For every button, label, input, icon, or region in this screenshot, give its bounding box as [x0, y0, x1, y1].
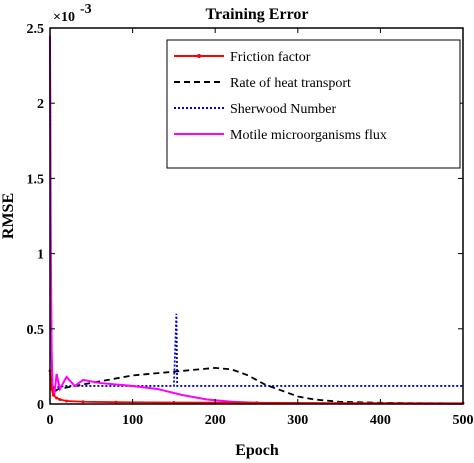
x-tick-label: 300: [287, 413, 308, 428]
y-tick-label: 0.5: [27, 323, 45, 338]
legend-entries: Friction factor Rate of heat transport She…: [174, 50, 387, 143]
legend-label-1: Friction factor: [230, 50, 311, 65]
series-marker-1: [55, 396, 59, 400]
series-layer: [48, 35, 465, 405]
series-marker-1: [81, 400, 85, 404]
y-tick-label: 1: [37, 248, 44, 263]
series-marker-1: [58, 397, 62, 401]
x-tick-label: 500: [453, 413, 474, 428]
legend-box: [166, 39, 461, 169]
x-tick-label: 0: [47, 413, 54, 428]
y-tick-label: 1.5: [27, 172, 45, 187]
y-tick-label: 2.5: [27, 22, 45, 37]
plot-frame: [49, 27, 464, 405]
series-marker-1: [172, 400, 176, 404]
series-marker-1: [51, 393, 55, 397]
x-tick-label: 200: [205, 413, 226, 428]
y-tick-label: 2: [37, 97, 44, 112]
y-tick-label: 0: [37, 398, 44, 413]
ticks-layer: 0 100 200 300 400 500 0 0.5 1 1.5 2 2.5: [27, 22, 474, 428]
legend-label-2: Rate of heat transport: [230, 76, 351, 91]
legend-label-4: Motile microorganisms flux: [230, 128, 387, 143]
legend: Friction factor Rate of heat transport She…: [166, 39, 461, 169]
series-marker-1: [50, 387, 54, 391]
series-marker-1: [65, 399, 69, 403]
x-tick-label: 400: [370, 413, 391, 428]
series-marker-1: [114, 400, 118, 404]
y-exponent-power: -3: [80, 2, 92, 17]
x-axis-title: Epoch: [235, 442, 279, 459]
chart-title: Training Error: [206, 6, 309, 23]
legend-label-3: Sherwood Number: [230, 102, 336, 117]
y-exponent-base: ×10: [53, 10, 75, 25]
x-tick-label: 100: [122, 413, 143, 428]
y-axis-title: RMSE: [0, 193, 17, 239]
legend-marker-1: [197, 54, 201, 58]
series-line-2: [49, 366, 464, 405]
